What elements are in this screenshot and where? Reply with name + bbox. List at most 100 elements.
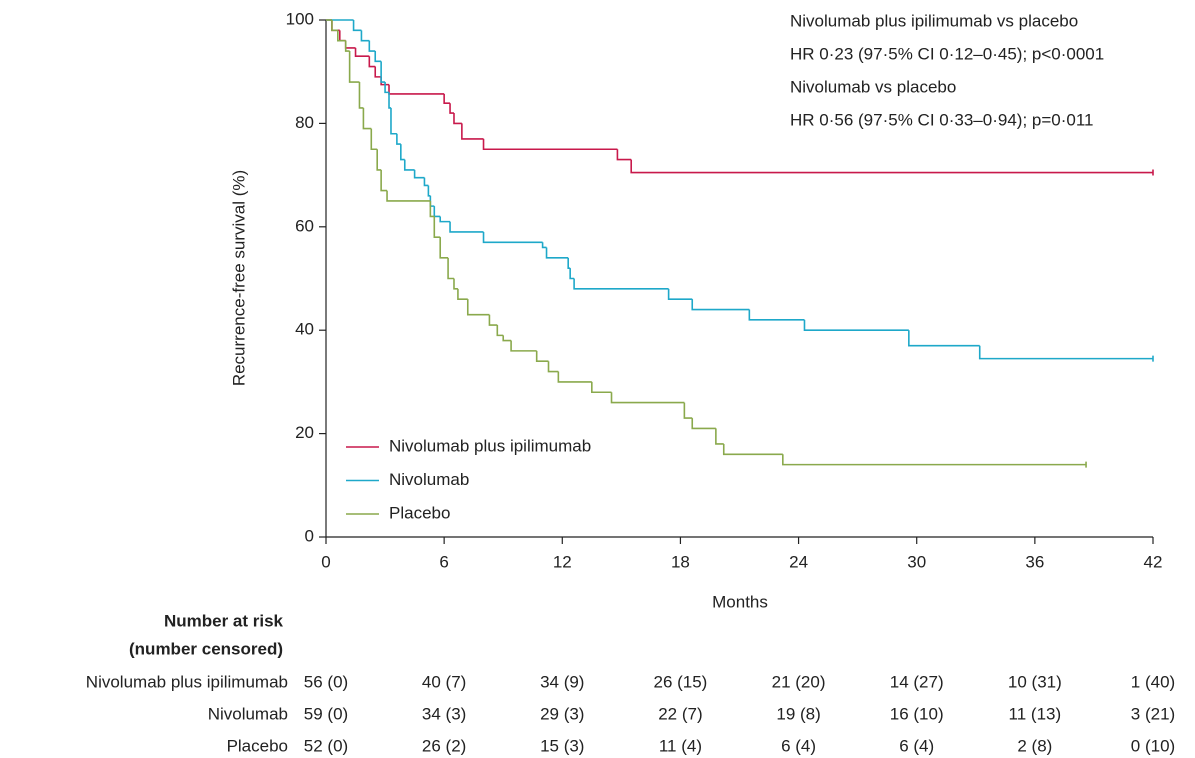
survival-step — [496, 325, 504, 337]
survival-step — [502, 335, 512, 342]
survival-step — [423, 177, 429, 187]
survival-step — [400, 144, 405, 161]
survival-step — [447, 257, 454, 280]
survival-step — [557, 371, 592, 383]
survival-step — [427, 185, 431, 197]
x-axis-label: Months — [712, 592, 768, 611]
survival-step — [352, 20, 362, 32]
y-tick-label: 60 — [295, 216, 314, 235]
survival-step — [691, 418, 716, 430]
survival-step — [667, 288, 693, 300]
risk-cell: 56 (0) — [304, 672, 348, 691]
survival-step — [449, 221, 484, 233]
survival-step — [722, 443, 783, 456]
survival-step — [370, 128, 378, 151]
survival-step — [715, 428, 724, 445]
survival-step — [403, 159, 415, 171]
risk-row-label: Placebo — [227, 736, 288, 755]
survival-step — [683, 402, 693, 419]
x-tick-label: 24 — [789, 552, 808, 571]
survival-step — [803, 319, 909, 331]
survival-step — [541, 242, 547, 249]
x-tick-label: 0 — [321, 552, 330, 571]
risk-cell: 34 (9) — [540, 672, 584, 691]
x-tick-label: 12 — [553, 552, 572, 571]
risk-cell: 3 (21) — [1131, 704, 1175, 723]
survival-step — [374, 51, 382, 63]
survival-step — [691, 299, 750, 311]
legend-label: Placebo — [389, 503, 450, 522]
risk-cell: 15 (3) — [540, 736, 584, 755]
risk-cell: 34 (3) — [422, 704, 466, 723]
annotation: Nivolumab plus ipilimumab vs placebo — [790, 11, 1078, 30]
risk-cell: 16 (10) — [890, 704, 944, 723]
survival-step — [439, 237, 449, 259]
survival-step — [978, 345, 1153, 360]
y-tick-label: 100 — [286, 9, 314, 28]
survival-step — [380, 61, 386, 83]
survival-step — [396, 133, 401, 145]
risk-cell: 19 (8) — [776, 704, 820, 723]
x-tick-label: 36 — [1025, 552, 1044, 571]
survival-step — [358, 82, 364, 109]
risk-cell: 10 (31) — [1008, 672, 1062, 691]
risk-cell: 6 (4) — [899, 736, 934, 755]
risk-cell: 26 (15) — [653, 672, 707, 691]
survival-step — [782, 454, 1087, 466]
survival-step — [386, 190, 431, 202]
x-tick-label: 42 — [1144, 552, 1163, 571]
survival-step — [567, 257, 571, 269]
risk-cell: 52 (0) — [304, 736, 348, 755]
survival-step — [354, 47, 370, 57]
survival-step — [344, 40, 356, 49]
survival-step — [360, 30, 370, 42]
survival-step — [535, 350, 549, 363]
legend-label: Nivolumab — [389, 470, 469, 489]
survival-step — [390, 107, 397, 135]
survival-step — [413, 169, 425, 179]
risk-cell: 59 (0) — [304, 704, 348, 723]
survival-step — [344, 40, 350, 52]
survival-step — [348, 51, 360, 83]
annotation: HR 0·56 (97·5% CI 0·33–0·94); p=0·011 — [790, 110, 1094, 129]
survival-step — [376, 149, 382, 171]
survival-step — [482, 231, 543, 244]
survival-step — [384, 82, 390, 94]
risk-cell: 40 (7) — [422, 672, 466, 691]
risk-cell: 21 (20) — [772, 672, 826, 691]
risk-cell: 22 (7) — [658, 704, 702, 723]
survival-step — [748, 309, 805, 321]
survival-step — [453, 113, 462, 125]
annotation: Nivolumab vs placebo — [790, 77, 956, 96]
risk-cell: 26 (2) — [422, 736, 466, 755]
survival-step — [429, 200, 435, 218]
risk-cell: 1 (40) — [1131, 672, 1175, 691]
survival-step — [591, 381, 612, 394]
survival-step — [466, 299, 490, 316]
survival-step — [573, 278, 669, 290]
annotation: HR 0·23 (97·5% CI 0·12–0·45); p<0·0001 — [790, 44, 1104, 63]
survival-step — [374, 66, 382, 78]
survival-step — [547, 361, 559, 373]
y-tick-label: 80 — [295, 113, 314, 132]
survival-step — [337, 30, 346, 42]
survival-step — [449, 103, 454, 114]
legend-label: Nivolumab plus ipilimumab — [389, 436, 591, 455]
risk-cell: 14 (27) — [890, 672, 944, 691]
survival-step — [368, 56, 376, 68]
survival-step — [433, 216, 441, 238]
y-tick-label: 0 — [305, 526, 314, 545]
risk-cell: 11 (13) — [1009, 704, 1062, 723]
risk-cell: 2 (8) — [1017, 736, 1052, 755]
survival-step — [331, 20, 340, 32]
survival-step — [461, 123, 484, 140]
y-axis-label: Recurrence-free survival (%) — [229, 170, 248, 386]
survival-step — [362, 107, 372, 130]
survival-step — [510, 340, 537, 352]
survival-step — [388, 84, 445, 95]
survival-step — [545, 247, 569, 259]
survival-step — [439, 216, 451, 223]
survival-step — [453, 278, 458, 290]
survival-step — [488, 314, 498, 326]
